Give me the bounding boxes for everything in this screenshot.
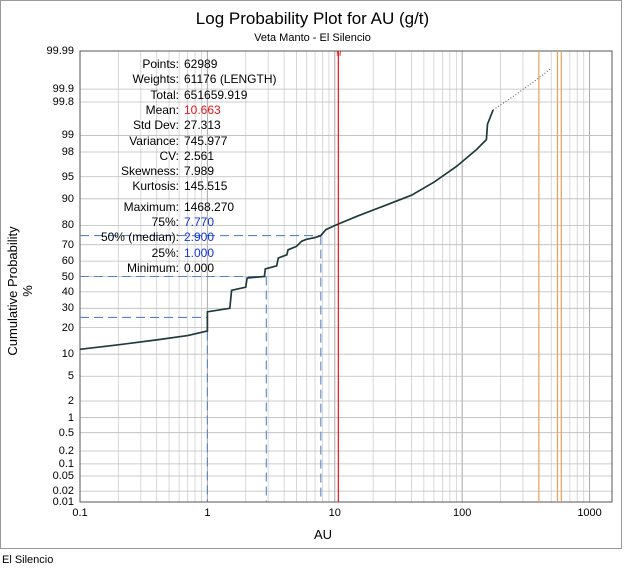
x-tick-label: 1: [204, 507, 211, 519]
stat-value: 1.000: [184, 245, 215, 260]
chart-title: Log Probability Plot for AU (g/t): [195, 9, 430, 28]
stat-value: 7.989: [184, 164, 215, 179]
y-tick-label: 20: [61, 321, 74, 334]
stat-value: 27.313: [184, 118, 221, 133]
y-tick-label: 40: [61, 285, 74, 298]
y-tick-label: 2: [67, 395, 74, 408]
mean-marker-label: M: [336, 52, 342, 58]
y-tick-label: 5: [67, 370, 74, 383]
stat-label: Maximum:: [123, 199, 179, 214]
stat-label: Minimum:: [126, 260, 179, 275]
y-tick-label: 90: [61, 192, 74, 205]
stat-label: Kurtosis:: [132, 179, 179, 194]
stat-label: Weights:: [132, 72, 179, 87]
stat-label: Variance:: [129, 133, 179, 148]
stat-label: Skewness:: [120, 164, 179, 179]
stat-label: Points:: [142, 57, 179, 71]
x-tick-label: 100: [452, 507, 472, 519]
x-axis-label: AU: [314, 527, 333, 542]
y-tick-label: 99.8: [52, 95, 74, 108]
stat-value: 7.770: [184, 215, 215, 229]
y-tick-label: 0.5: [58, 426, 74, 439]
stat-label: CV:: [159, 148, 179, 163]
footer-caption: El Silencio: [2, 554, 54, 566]
y-tick-label: 99: [61, 129, 74, 142]
y-tick-label: 10: [61, 348, 74, 361]
stat-label: Std Dev:: [132, 118, 179, 133]
stat-value: 10.663: [184, 102, 221, 117]
stat-value: 145.515: [184, 179, 228, 194]
y-tick-label: 0.02: [52, 485, 74, 498]
cumulative-series-line: [79, 109, 494, 351]
y-tick-label: 60: [61, 255, 74, 268]
stat-value: 61176 (LENGTH): [184, 72, 277, 87]
stat-label: 75%:: [151, 215, 179, 229]
y-tick-label: 0.2: [58, 445, 74, 457]
y-tick-label: 99.99: [46, 45, 74, 57]
stat-value: 745.977: [184, 133, 228, 148]
chart-subtitle: Veta Manto - El Silencio: [254, 32, 371, 44]
y-tick-label: 30: [61, 302, 74, 315]
x-tick-label: 10: [328, 507, 341, 519]
y-tick-label: 0.1: [58, 457, 74, 470]
y-tick-label: 99.9: [52, 83, 74, 96]
stat-value: 2.900: [184, 230, 215, 245]
y-tick-label: 1: [67, 411, 74, 424]
stat-value: 651659.919: [184, 87, 248, 102]
stat-value: 62989: [184, 57, 218, 71]
stat-label: 25%:: [151, 245, 179, 260]
stat-value: 1468.270: [184, 199, 235, 214]
y-tick-label: 70: [61, 238, 74, 251]
stat-label: Mean:: [145, 102, 179, 117]
stat-label: 50% (median):: [100, 230, 179, 245]
y-tick-label: 0.05: [52, 470, 74, 483]
chart-frame: [0, 0, 622, 549]
x-tick-label: 0.1: [72, 507, 88, 519]
stat-label: Total:: [150, 87, 179, 102]
y-tick-label: 80: [61, 219, 74, 232]
x-tick-label: 1000: [577, 507, 602, 519]
y-tick-label: 0.01: [52, 496, 74, 508]
y-tick-label: 98: [61, 145, 74, 158]
y-tick-label: 50: [61, 270, 74, 283]
y-tick-label: 95: [61, 170, 74, 183]
stat-value: 0.000: [184, 260, 215, 275]
stat-value: 2.561: [184, 148, 215, 163]
